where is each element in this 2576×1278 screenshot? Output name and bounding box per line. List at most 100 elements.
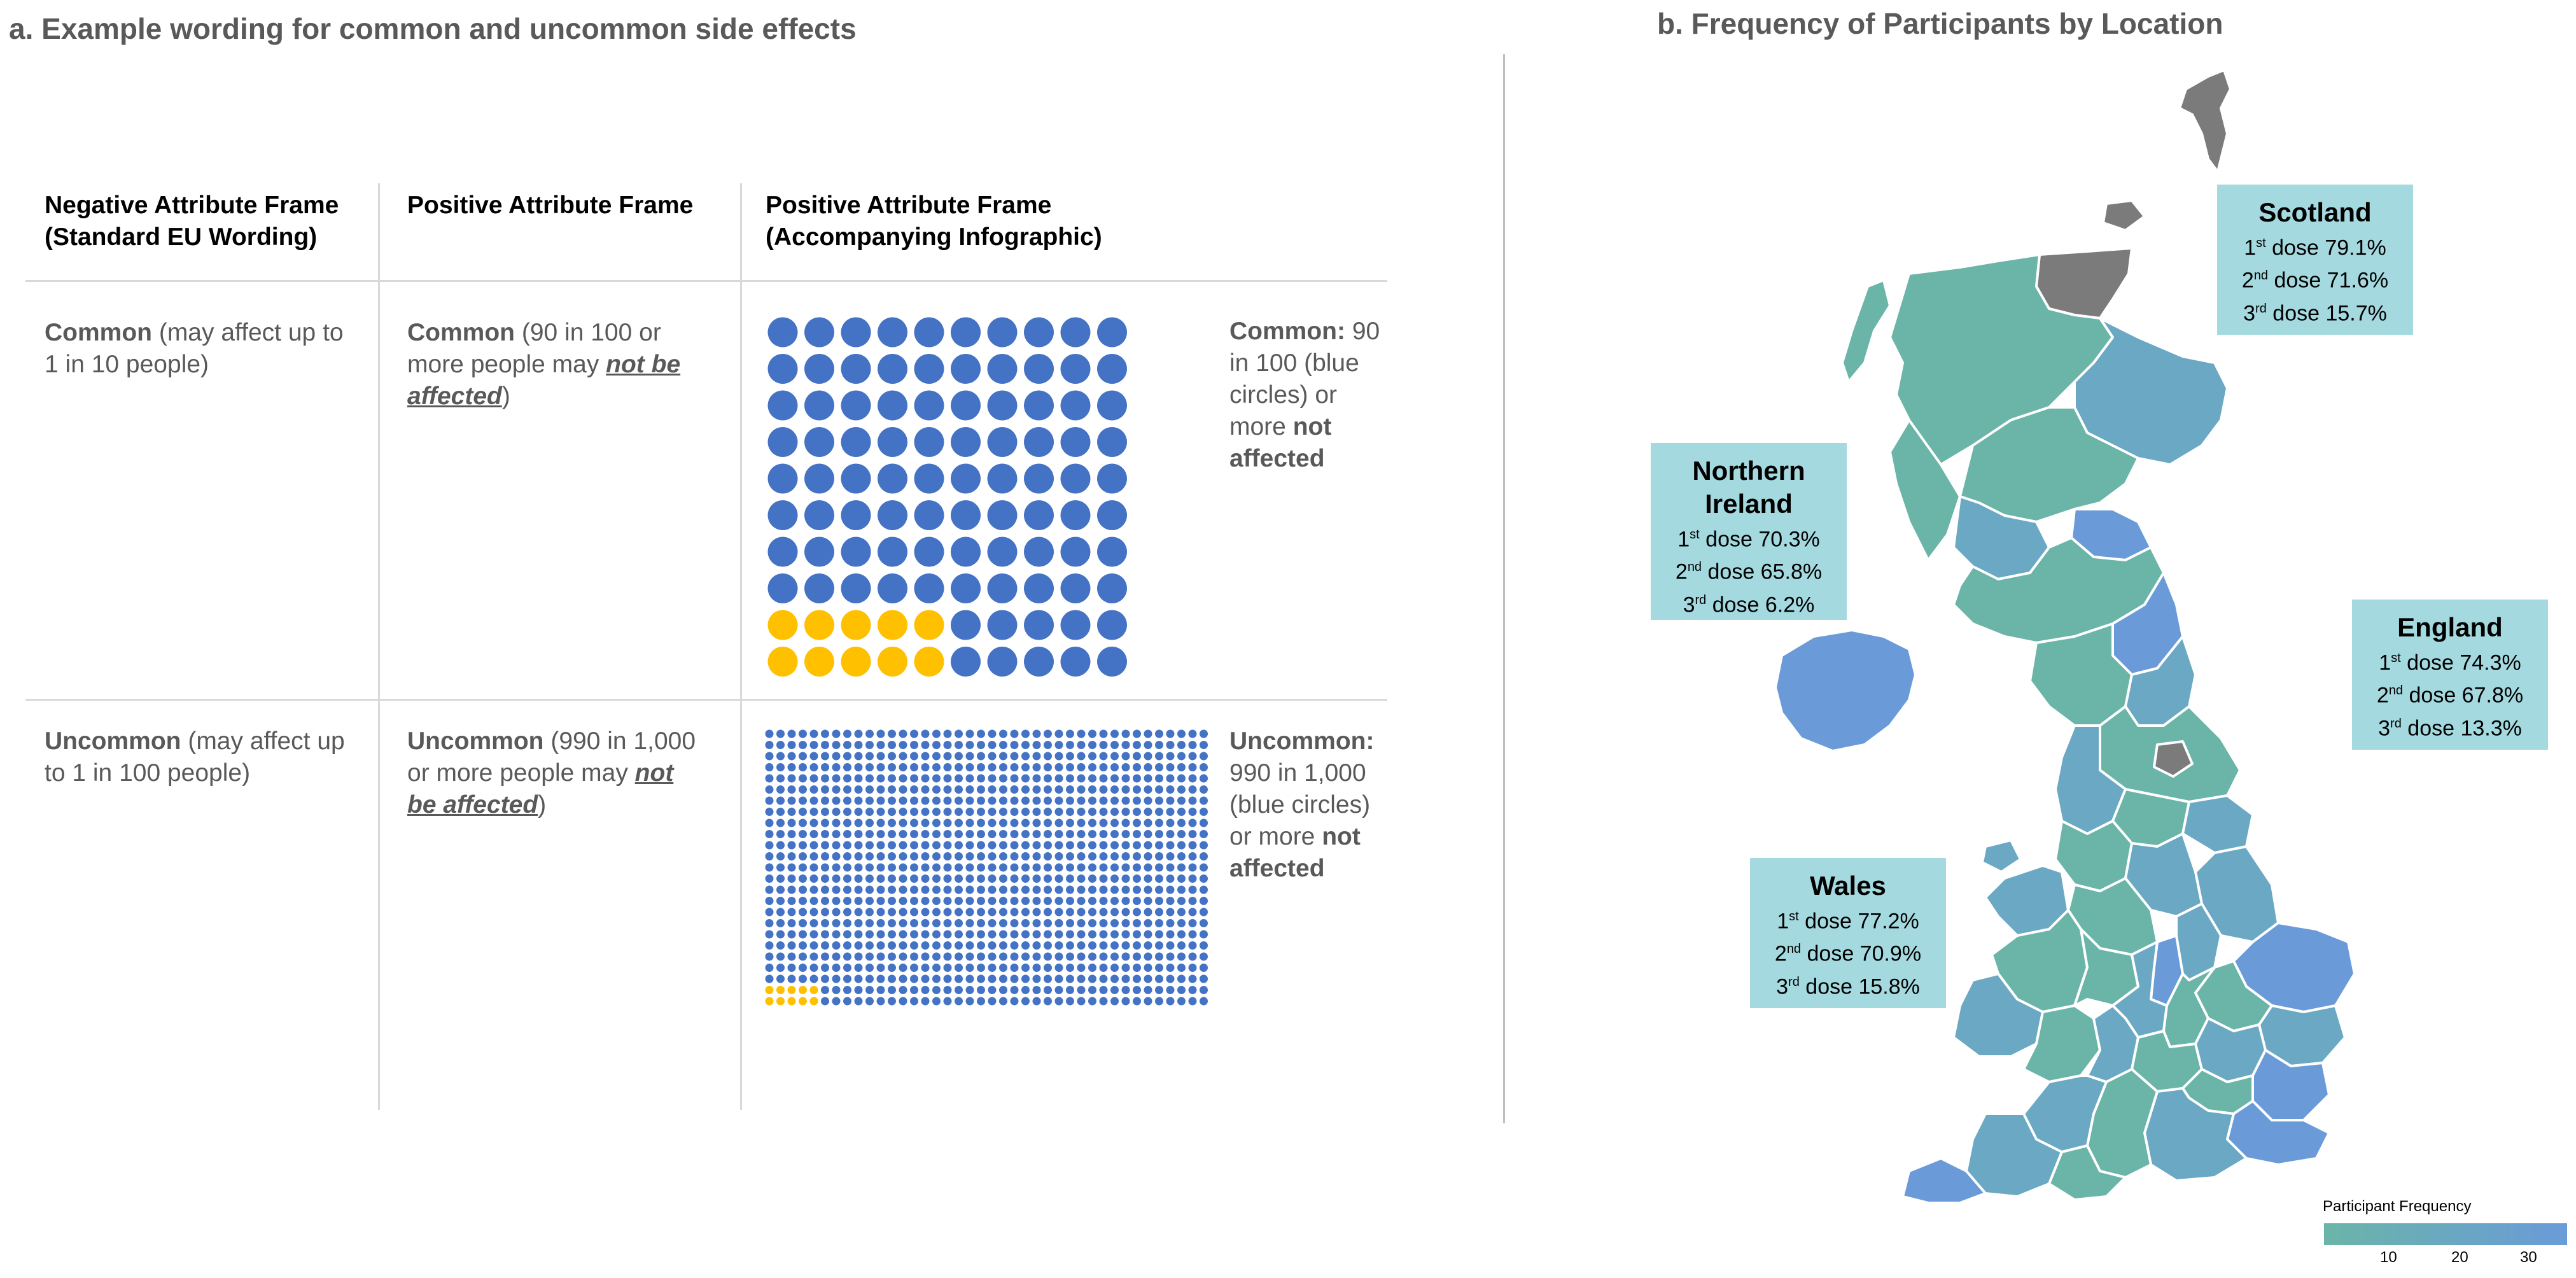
not-affected-dot: [943, 930, 952, 939]
not-affected-dot: [1121, 741, 1130, 749]
not-affected-dot: [932, 830, 941, 838]
not-affected-dot: [1110, 841, 1119, 850]
not-affected-dot: [854, 729, 863, 738]
not-affected-dot: [1021, 785, 1030, 794]
not-affected-dot: [776, 763, 785, 771]
dose-num: 3: [2378, 715, 2391, 740]
not-affected-dot: [1088, 741, 1096, 749]
not-affected-dot: [1144, 841, 1152, 850]
not-affected-dot: [809, 763, 818, 771]
not-affected-dot: [1110, 952, 1119, 961]
not-affected-dot: [955, 774, 963, 783]
not-affected-dot: [876, 974, 885, 983]
not-affected-dot: [832, 952, 841, 961]
not-affected-dot: [1060, 463, 1091, 494]
not-affected-dot: [1010, 974, 1019, 983]
not-affected-dot: [1121, 885, 1130, 894]
not-affected-dot: [932, 964, 941, 972]
not-affected-dot: [843, 774, 851, 783]
not-affected-dot: [955, 863, 963, 872]
not-affected-dot: [776, 818, 785, 827]
legend-title: Participant Frequency: [2323, 1198, 2472, 1215]
dose-sup: rd: [2390, 716, 2402, 731]
not-affected-dot: [943, 863, 952, 872]
not-affected-dot: [932, 763, 941, 771]
not-affected-dot: [988, 908, 997, 916]
not-affected-dot: [787, 808, 796, 816]
not-affected-dot: [1110, 930, 1119, 939]
not-affected-dot: [1054, 818, 1063, 827]
not-affected-dot: [1077, 964, 1086, 972]
not-affected-dot: [999, 986, 1007, 994]
dose-sup: st: [1690, 528, 1700, 542]
not-affected-dot: [1054, 729, 1063, 738]
not-affected-dot: [910, 885, 918, 894]
not-affected-dot: [1024, 500, 1054, 530]
not-affected-dot: [1155, 974, 1163, 983]
not-affected-dot: [787, 863, 796, 872]
not-affected-dot: [843, 729, 851, 738]
map-dorset: [2048, 1144, 2127, 1201]
not-affected-dot: [854, 908, 863, 916]
not-affected-dot: [1200, 952, 1208, 961]
not-affected-dot: [832, 752, 841, 761]
not-affected-dot: [1166, 752, 1175, 761]
not-affected-dot: [1054, 741, 1063, 749]
not-affected-dot: [1010, 952, 1019, 961]
not-affected-dot: [1110, 752, 1119, 761]
not-affected-dot: [1133, 841, 1141, 850]
not-affected-dot: [876, 729, 885, 738]
not-affected-dot: [1010, 930, 1019, 939]
not-affected-dot: [765, 908, 774, 916]
not-affected-dot: [999, 763, 1007, 771]
not-affected-dot: [1077, 908, 1086, 916]
affected-dot: [799, 986, 807, 994]
not-affected-dot: [809, 964, 818, 972]
not-affected-dot: [1166, 741, 1175, 749]
wales-dose-1: 1st dose 77.2%: [1750, 902, 1946, 935]
map-pembroke: [1952, 973, 2044, 1058]
not-affected-dot: [854, 785, 863, 794]
not-affected-dot: [965, 818, 974, 827]
not-affected-dot: [1133, 774, 1141, 783]
not-affected-dot: [932, 919, 941, 927]
header-positive-line1: Positive Attribute Frame: [407, 192, 694, 219]
not-affected-dot: [1097, 390, 1127, 421]
not-affected-dot: [843, 997, 851, 1006]
not-affected-dot: [776, 852, 785, 860]
not-affected-dot: [799, 774, 807, 783]
map-york: [2153, 740, 2194, 778]
dose-label: dose 13.3%: [2401, 715, 2522, 740]
not-affected-dot: [1121, 729, 1130, 738]
not-affected-dot: [988, 818, 997, 827]
not-affected-dot: [1099, 964, 1108, 972]
not-affected-dot: [999, 952, 1007, 961]
not-affected-dot: [1066, 752, 1074, 761]
not-affected-dot: [899, 997, 907, 1006]
not-affected-dot: [999, 774, 1007, 783]
not-affected-dot: [888, 796, 896, 805]
not-affected-dot: [854, 808, 863, 816]
not-affected-dot: [965, 874, 974, 883]
not-affected-dot: [1088, 785, 1096, 794]
not-affected-dot: [921, 952, 930, 961]
not-affected-dot: [1133, 763, 1141, 771]
not-affected-dot: [1066, 897, 1074, 905]
not-affected-dot: [776, 774, 785, 783]
not-affected-dot: [999, 885, 1007, 894]
not-affected-dot: [888, 997, 896, 1006]
not-affected-dot: [987, 427, 1018, 457]
not-affected-dot: [899, 974, 907, 983]
not-affected-dot: [843, 919, 851, 927]
not-affected-dot: [1066, 763, 1074, 771]
not-affected-dot: [1066, 841, 1074, 850]
not-affected-dot: [865, 941, 874, 950]
not-affected-dot: [1133, 729, 1141, 738]
not-affected-dot: [965, 785, 974, 794]
not-affected-dot: [1099, 974, 1108, 983]
not-affected-dot: [987, 647, 1018, 677]
not-affected-dot: [1121, 874, 1130, 883]
not-affected-dot: [932, 796, 941, 805]
panel-a-title: a. Example wording for common and uncomm…: [9, 12, 857, 45]
not-affected-dot: [1032, 741, 1041, 749]
